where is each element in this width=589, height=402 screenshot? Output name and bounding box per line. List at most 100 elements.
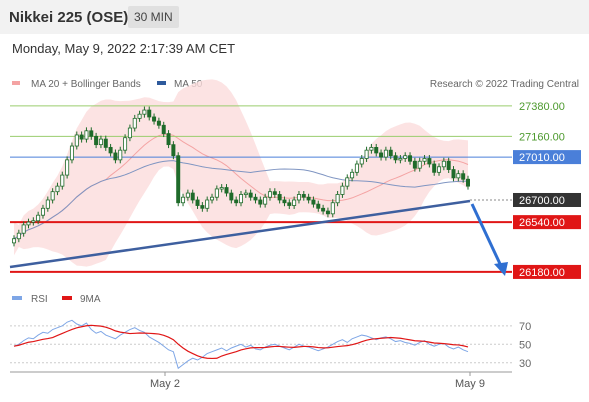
candle-body-84 xyxy=(417,160,422,169)
candle-body-2 xyxy=(21,224,26,234)
candle-body-21 xyxy=(113,152,118,161)
candle-body-79 xyxy=(393,155,398,161)
candle-body-92 xyxy=(456,173,461,179)
candle-body-91 xyxy=(451,169,456,179)
candle-body-30 xyxy=(156,120,161,126)
level-label-5: 26180.00 xyxy=(519,267,565,279)
candle-body-18 xyxy=(98,138,103,146)
candle-body-49 xyxy=(248,192,253,198)
candle-body-44 xyxy=(224,187,229,194)
candle-body-58 xyxy=(292,199,297,206)
candle-body-57 xyxy=(287,202,292,206)
candle-body-23 xyxy=(123,137,128,151)
level-tag-5 xyxy=(513,264,581,279)
legend-9ma: 9MA xyxy=(80,294,101,305)
level-label-4: 26540.00 xyxy=(519,217,565,229)
candle-body-34 xyxy=(176,155,181,204)
candle-body-26 xyxy=(137,113,142,119)
candle-body-37 xyxy=(190,192,195,201)
candle-body-41 xyxy=(210,196,215,201)
candle-body-9 xyxy=(55,185,60,193)
candle-body-61 xyxy=(306,196,311,201)
bollinger-fill xyxy=(14,79,468,267)
level-tag-4 xyxy=(513,215,581,230)
candle-body-29 xyxy=(152,116,157,122)
forecast-arrow xyxy=(470,203,503,267)
candle-body-56 xyxy=(282,199,287,204)
candle-body-19 xyxy=(103,138,108,148)
candle-body-14 xyxy=(79,134,84,140)
candle-body-48 xyxy=(243,192,248,195)
timeframe-button[interactable]: 30 MIN xyxy=(128,6,179,28)
legend-rsi-swatch xyxy=(12,296,22,300)
level-tag-3 xyxy=(513,192,581,207)
candle-body-60 xyxy=(301,194,306,198)
level-label-3: 26700.00 xyxy=(519,195,565,207)
candle-body-55 xyxy=(277,194,282,201)
candle-body-25 xyxy=(132,117,137,129)
candle-body-0 xyxy=(11,238,16,244)
candle-body-20 xyxy=(108,147,113,154)
candle-body-33 xyxy=(171,144,176,157)
candle-body-8 xyxy=(50,191,55,201)
candle-body-87 xyxy=(432,163,437,173)
candle-body-72 xyxy=(359,158,364,165)
candle-body-16 xyxy=(89,130,94,137)
candle-body-38 xyxy=(195,199,200,206)
candle-body-12 xyxy=(69,145,74,161)
trend-lines xyxy=(9,199,508,276)
rsi-tick-0: 70 xyxy=(519,321,531,333)
candle-body-65 xyxy=(325,210,330,215)
candle-body-3 xyxy=(26,221,31,226)
candle-body-86 xyxy=(427,158,432,165)
candle-body-36 xyxy=(185,192,190,198)
candle-body-47 xyxy=(238,194,243,204)
level-label-0: 27380.00 xyxy=(519,101,565,113)
candle-body-13 xyxy=(74,134,79,147)
candle-body-70 xyxy=(350,171,355,179)
time-axis: May 2 May 9 xyxy=(10,371,512,390)
rsi-tick-1: 50 xyxy=(519,339,531,351)
candle-body-24 xyxy=(127,127,132,139)
candle-body-10 xyxy=(60,174,65,187)
candle-body-42 xyxy=(214,188,219,198)
candle-body-76 xyxy=(379,152,384,158)
level-tag-2 xyxy=(513,150,581,165)
candle-body-66 xyxy=(330,202,335,215)
rsi-tick-2: 30 xyxy=(519,358,531,370)
legend-ma50-swatch xyxy=(157,81,166,85)
candle-body-69 xyxy=(345,177,350,187)
candle-body-93 xyxy=(461,173,466,180)
legend-rsi: RSI xyxy=(31,294,48,305)
level-label-1: 27160.00 xyxy=(519,131,565,143)
candle-body-53 xyxy=(267,191,272,198)
candle-body-80 xyxy=(398,158,403,161)
candle-body-54 xyxy=(272,191,277,195)
rsi-line xyxy=(13,319,469,370)
candle-body-88 xyxy=(437,166,442,173)
candle-body-39 xyxy=(200,205,205,209)
uptrend-line xyxy=(9,199,471,269)
legend-9ma-swatch xyxy=(62,296,72,300)
candle-body-94 xyxy=(465,178,470,187)
bollinger-bands xyxy=(13,79,469,267)
legend-credit: Research © 2022 Trading Central xyxy=(430,79,579,90)
candle-body-15 xyxy=(84,130,89,140)
instrument-title: Nikkei 225 (OSE) xyxy=(9,9,129,26)
candle-body-89 xyxy=(441,160,446,168)
level-labels: 27380.00 27160.00 27010.00 26700.00 26540.00… xyxy=(513,101,581,279)
rsi-panel: RSI 9MA 70 50 30 May 2 May 9 xyxy=(10,294,531,390)
candle-body-1 xyxy=(16,232,21,240)
candle-body-46 xyxy=(234,199,239,204)
legend-ma50: MA 50 xyxy=(174,79,203,90)
candle-body-43 xyxy=(219,187,224,190)
candle-body-67 xyxy=(335,194,340,204)
candle-body-85 xyxy=(422,158,427,162)
candle-body-50 xyxy=(253,196,258,201)
candle-body-4 xyxy=(31,220,36,223)
candle-body-40 xyxy=(205,199,210,209)
candles xyxy=(11,106,470,247)
axis-label-0: May 2 xyxy=(150,378,180,390)
rsi-9ma-line xyxy=(13,324,469,360)
candle-body-68 xyxy=(340,185,345,195)
